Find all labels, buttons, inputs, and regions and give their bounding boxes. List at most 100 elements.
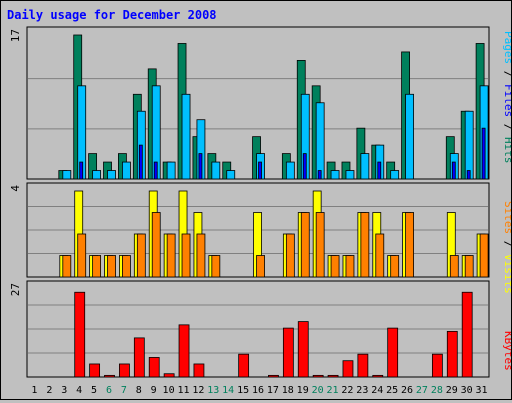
bar-visits-sites-day-12 xyxy=(196,233,206,278)
bar-hits-files-day-10 xyxy=(166,161,176,180)
x-tick-label-day-30: 30 xyxy=(461,385,473,396)
bar-visits-sites-day-22 xyxy=(345,255,355,278)
x-tick-label-day-23: 23 xyxy=(356,385,368,396)
bar-hits-files-day-26 xyxy=(405,93,414,180)
bar-kbytes-kbytes-day-11 xyxy=(178,324,190,378)
bar-visits-sites-day-13 xyxy=(211,255,221,278)
bar-hits-pages-day-19 xyxy=(302,153,307,180)
bar-hits-files-day-6 xyxy=(107,170,116,180)
bar-hits-files-day-22 xyxy=(345,170,355,180)
chart-title: Daily usage for December 2008 xyxy=(7,8,217,22)
x-tick-label-day-24: 24 xyxy=(371,385,383,396)
bar-visits-sites-day-5 xyxy=(92,255,102,278)
bar-hits-files-day-3 xyxy=(62,170,72,180)
bar-hits-pages-day-29 xyxy=(451,161,456,180)
bar-visits-sites-day-10 xyxy=(166,233,176,278)
axis-title-hits: Pages / Files / Hits xyxy=(502,31,511,164)
x-tick-label-day-9: 9 xyxy=(151,385,157,396)
bar-visits-sites-day-6 xyxy=(107,255,116,278)
bar-visits-sites-day-4 xyxy=(77,233,87,278)
bar-kbytes-kbytes-day-24 xyxy=(372,374,384,378)
bar-hits-pages-day-8 xyxy=(138,144,143,180)
x-tick-label-day-15: 15 xyxy=(237,385,249,396)
bar-visits-sites-day-24 xyxy=(375,233,385,278)
x-tick-label-day-13: 13 xyxy=(207,385,219,396)
bar-kbytes-kbytes-day-29 xyxy=(446,330,458,378)
bar-visits-sites-day-11 xyxy=(181,233,191,278)
bar-visits-sites-day-7 xyxy=(122,255,131,278)
bar-hits-pages-day-4 xyxy=(79,161,84,180)
bar-kbytes-kbytes-day-21 xyxy=(327,374,339,378)
axis-title-kbytes: KBytes xyxy=(502,331,511,371)
bar-kbytes-kbytes-day-4 xyxy=(74,291,86,378)
x-tick-label-day-19: 19 xyxy=(297,385,309,396)
x-tick-label-day-1: 1 xyxy=(31,385,37,396)
ymax-label-hits: 17 xyxy=(9,29,22,42)
bar-kbytes-kbytes-day-23 xyxy=(357,353,369,378)
x-tick-label-day-27: 27 xyxy=(416,385,428,396)
bar-hits-files-day-25 xyxy=(390,170,400,180)
bar-kbytes-kbytes-day-9 xyxy=(148,357,160,378)
x-tick-label-day-20: 20 xyxy=(312,385,324,396)
bar-kbytes-kbytes-day-6 xyxy=(104,374,115,378)
bar-kbytes-kbytes-day-7 xyxy=(119,363,130,378)
bar-hits-files-day-14 xyxy=(226,170,236,180)
x-tick-label-day-7: 7 xyxy=(121,385,127,396)
bar-kbytes-kbytes-day-5 xyxy=(89,363,101,378)
bar-kbytes-kbytes-day-25 xyxy=(387,327,399,378)
x-tick-label-day-21: 21 xyxy=(326,385,338,396)
bar-hits-pages-day-16 xyxy=(258,161,262,180)
bar-visits-sites-day-30 xyxy=(464,255,474,278)
bar-kbytes-kbytes-day-30 xyxy=(461,291,473,378)
bar-hits-pages-day-31 xyxy=(481,127,486,180)
x-tick-label-day-8: 8 xyxy=(136,385,142,396)
x-tick-label-day-2: 2 xyxy=(46,385,52,396)
x-tick-label-day-28: 28 xyxy=(431,385,443,396)
x-tick-label-day-5: 5 xyxy=(91,385,97,396)
bar-visits-sites-day-29 xyxy=(449,255,459,278)
x-tick-label-day-25: 25 xyxy=(386,385,398,396)
x-tick-label-day-17: 17 xyxy=(267,385,279,396)
axis-title-visits: Sites / Visits xyxy=(502,201,511,294)
x-tick-label-day-10: 10 xyxy=(163,385,175,396)
bar-visits-sites-day-3 xyxy=(62,255,72,278)
bar-kbytes-kbytes-day-19 xyxy=(297,321,309,378)
bar-kbytes-kbytes-day-28 xyxy=(431,353,443,378)
x-tick-label-day-22: 22 xyxy=(341,385,353,396)
x-tick-label-day-26: 26 xyxy=(401,385,413,396)
bar-hits-pages-day-24 xyxy=(377,161,382,180)
bar-visits-sites-day-21 xyxy=(330,255,340,278)
bar-hits-files-day-23 xyxy=(360,153,370,180)
x-tick-label-day-29: 29 xyxy=(446,385,458,396)
ymax-label-kbytes: 27 xyxy=(9,283,22,296)
bar-visits-sites-day-18 xyxy=(285,233,295,278)
x-tick-label-day-6: 6 xyxy=(106,385,112,396)
x-tick-label-day-18: 18 xyxy=(282,385,294,396)
bar-hits-files-day-21 xyxy=(330,170,340,180)
bar-hits-files-day-7 xyxy=(122,161,131,180)
bar-hits-files-day-11 xyxy=(181,93,191,180)
x-tick-label-day-14: 14 xyxy=(222,385,234,396)
bar-hits-files-day-5 xyxy=(92,170,102,180)
bar-hits-pages-day-30 xyxy=(466,170,471,180)
bar-kbytes-kbytes-day-8 xyxy=(133,337,145,378)
bar-hits-files-day-20 xyxy=(315,102,325,180)
bar-kbytes-kbytes-day-18 xyxy=(282,327,294,378)
x-tick-label-day-3: 3 xyxy=(61,385,67,396)
bar-kbytes-kbytes-day-17 xyxy=(268,374,279,378)
bar-hits-files-day-13 xyxy=(211,161,221,180)
x-tick-label-day-12: 12 xyxy=(192,385,204,396)
bar-hits-pages-day-9 xyxy=(153,161,158,180)
bar-visits-sites-day-31 xyxy=(479,233,489,278)
bar-kbytes-kbytes-day-10 xyxy=(163,373,175,378)
bar-hits-pages-day-12 xyxy=(198,153,203,180)
ymax-label-visits: 4 xyxy=(9,185,22,192)
x-tick-label-day-16: 16 xyxy=(252,385,264,396)
bar-visits-sites-day-26 xyxy=(405,212,414,278)
bar-kbytes-kbytes-day-20 xyxy=(312,374,324,378)
bar-hits-files-day-30 xyxy=(464,110,474,180)
x-tick-label-day-11: 11 xyxy=(177,385,189,396)
x-tick-label-day-31: 31 xyxy=(476,385,488,396)
